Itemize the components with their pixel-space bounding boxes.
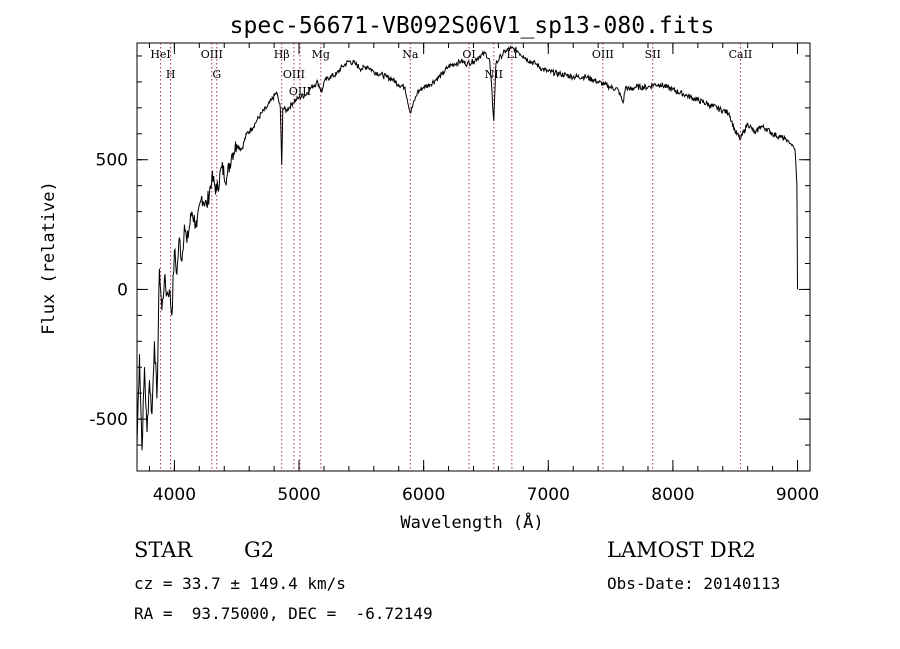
spectral-line-label: HeI	[150, 48, 170, 61]
y-tick-label: -500	[89, 410, 128, 430]
x-tick-label: 4000	[153, 485, 196, 505]
spectral-line-label: OIII	[201, 48, 223, 61]
spectral-line-label: NII	[485, 68, 503, 81]
object-subclass: G2	[244, 538, 275, 562]
spectral-line-label: G	[212, 68, 221, 81]
spectral-line-label: Na	[402, 48, 419, 61]
spectral-line-label: OIII	[283, 68, 305, 81]
spectral-line-label: Hβ	[274, 48, 290, 61]
spectral-line-label: SII	[645, 48, 661, 61]
spectral-line-label: OIII	[289, 85, 311, 98]
spectral-line-label: H	[166, 68, 176, 81]
spectral-line-label: OI	[462, 48, 475, 61]
y-tick-label: 500	[96, 151, 128, 171]
x-axis-label: Wavelength (Å)	[400, 511, 543, 533]
spectral-line-label: Li	[506, 48, 517, 61]
flux-series-line	[136, 44, 798, 451]
y-tick-label: 0	[117, 280, 128, 300]
x-tick-label: 6000	[402, 485, 445, 505]
object-class: STAR	[134, 538, 193, 562]
coordinates-text: RA = 93.75000, DEC = -6.72149	[134, 604, 433, 623]
redshift-text: cz = 33.7 ± 149.4 km/s	[134, 574, 346, 593]
survey-name: LAMOST DR2	[607, 538, 756, 562]
x-tick-label: 9000	[776, 485, 819, 505]
y-axis-label: Flux (relative)	[39, 181, 59, 335]
spectral-line-label: Mg	[312, 48, 330, 61]
x-tick-label: 7000	[527, 485, 570, 505]
spectral-line-label: CaII	[729, 48, 753, 61]
chart-title: spec-56671-VB092S06V1_sp13-080.fits	[230, 13, 715, 39]
spectral-line-label: OIII	[592, 48, 614, 61]
x-tick-label: 8000	[651, 485, 694, 505]
obs-date-text: Obs-Date: 20140113	[607, 574, 781, 593]
x-tick-label: 5000	[277, 485, 320, 505]
